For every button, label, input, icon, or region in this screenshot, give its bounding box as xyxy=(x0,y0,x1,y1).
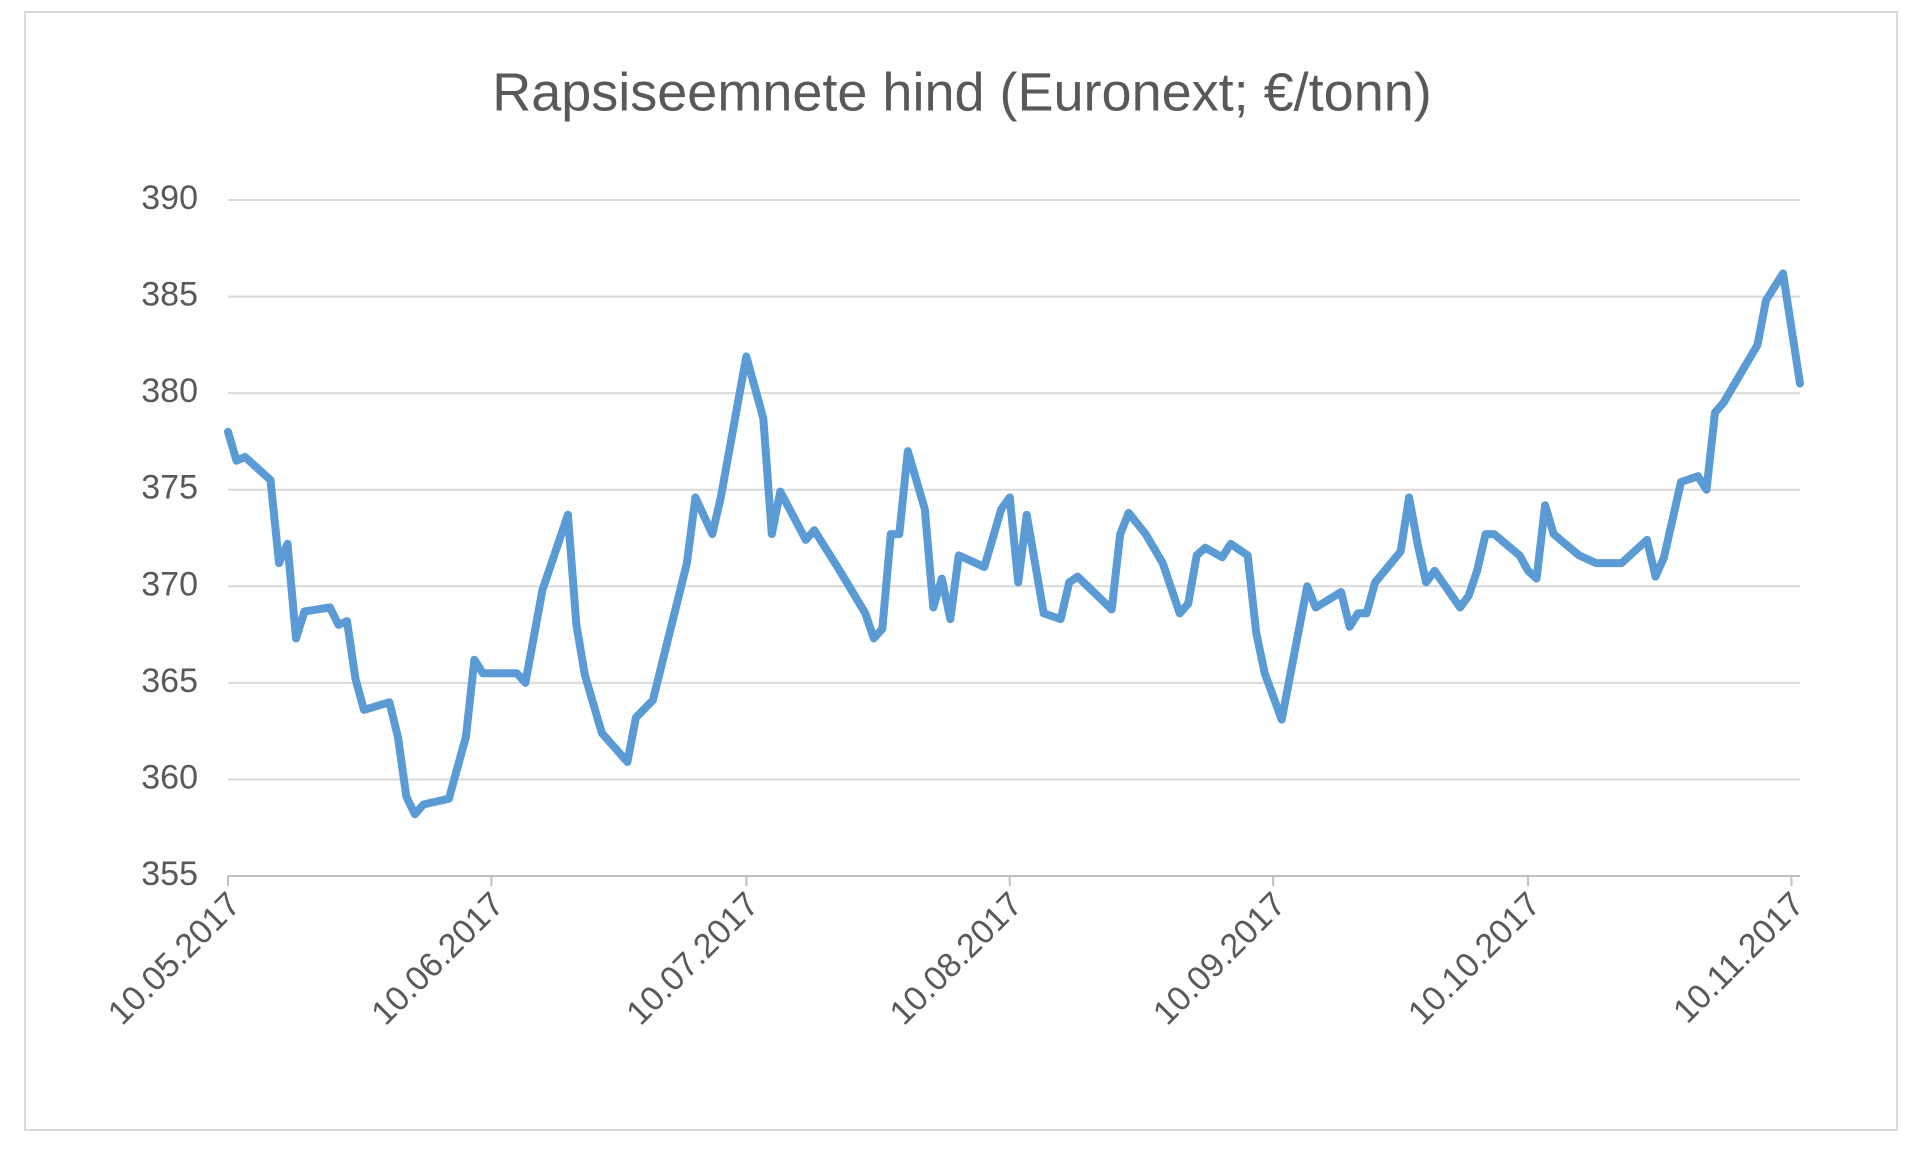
y-tick-label: 385 xyxy=(141,276,198,314)
chart-title: Rapsiseemnete hind (Euronext; €/tonn) xyxy=(492,62,1432,122)
y-tick-label: 370 xyxy=(141,565,198,603)
chart-frame xyxy=(24,11,1898,1131)
y-tick-label: 365 xyxy=(141,662,198,700)
y-tick-label: 360 xyxy=(141,758,198,796)
y-tick-label: 355 xyxy=(141,855,198,893)
y-tick-label: 390 xyxy=(141,179,198,217)
price-line xyxy=(224,269,1804,819)
y-tick-label: 375 xyxy=(141,469,198,507)
y-tick-label: 380 xyxy=(141,372,198,410)
